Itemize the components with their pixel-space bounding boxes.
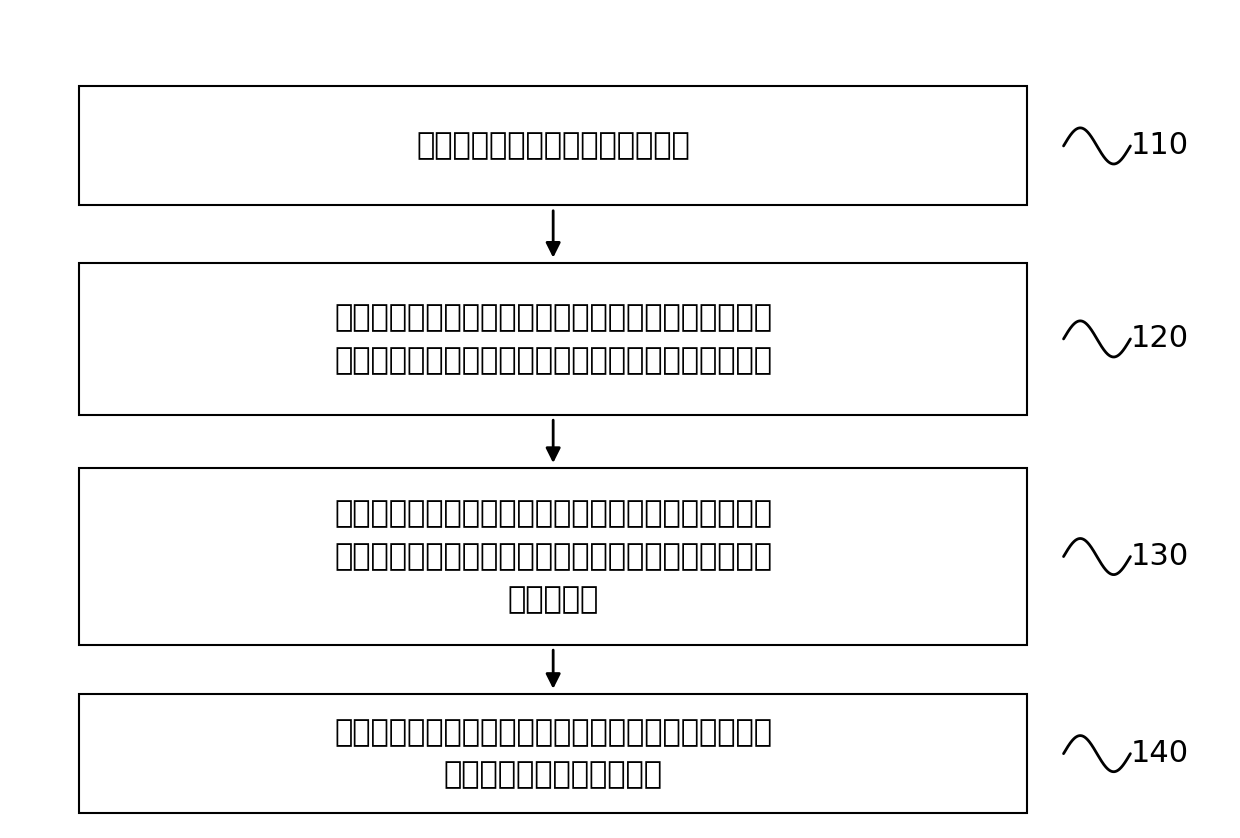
Text: 将所述待预测点位置输入至所述一个或多个多线声源等
效模型，获得一个或多个有影响的变压器侧面在预测点
位置的噪声: 将所述待预测点位置输入至所述一个或多个多线声源等 效模型，获得一个或多个有影响的… [334,499,773,614]
Text: 140: 140 [1131,739,1188,768]
Bar [79,86,1027,205]
Text: 120: 120 [1131,324,1188,354]
Text: 根据所述待预测点的相对位置，选取一个或多个对所述
待预测点有影响的变压器侧面对应的多线声源等效模型: 根据所述待预测点的相对位置，选取一个或多个对所述 待预测点有影响的变压器侧面对应… [334,303,773,375]
Bar [79,468,1027,645]
Bar [79,263,1027,415]
Bar [79,694,1027,813]
Text: 110: 110 [1131,132,1188,160]
Text: 确定待预测点与变压器的相对位置: 确定待预测点与变压器的相对位置 [417,132,689,160]
Text: 将所述一个或多个噪声在预测点位置进行叠加，获得所
述待预测点位置的综合噪声: 将所述一个或多个噪声在预测点位置进行叠加，获得所 述待预测点位置的综合噪声 [334,718,773,789]
Text: 130: 130 [1131,542,1189,571]
